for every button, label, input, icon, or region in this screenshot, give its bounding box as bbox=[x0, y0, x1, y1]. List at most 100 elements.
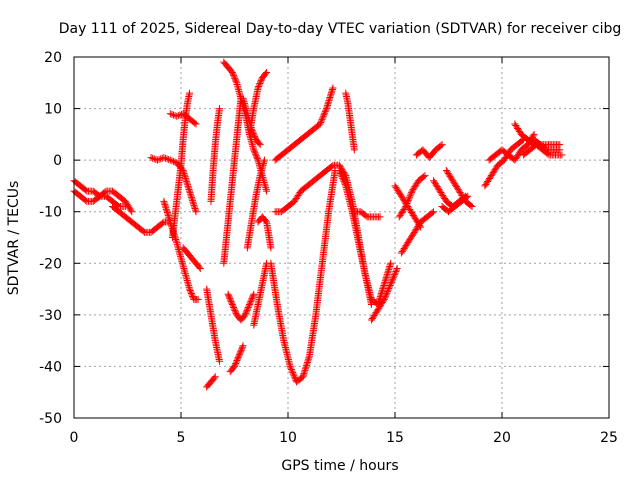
data-point bbox=[336, 168, 344, 176]
data-point bbox=[362, 212, 370, 220]
data-point bbox=[556, 146, 564, 154]
series-arc-am bbox=[530, 136, 564, 154]
data-point bbox=[391, 269, 399, 277]
data-point bbox=[335, 166, 343, 174]
data-point bbox=[319, 114, 327, 122]
data-point bbox=[163, 155, 171, 163]
data-point bbox=[337, 170, 345, 178]
data-point bbox=[420, 173, 428, 181]
data-point bbox=[191, 119, 199, 127]
data-point bbox=[234, 354, 242, 362]
data-point bbox=[234, 355, 242, 363]
series-arc-c bbox=[109, 203, 174, 236]
data-point bbox=[251, 149, 259, 157]
data-point bbox=[127, 206, 135, 214]
data-point bbox=[230, 305, 238, 313]
data-point bbox=[216, 357, 224, 365]
data-point bbox=[289, 370, 297, 378]
y-tick-label: -10 bbox=[39, 205, 62, 221]
data-point bbox=[392, 266, 400, 274]
data-point bbox=[252, 150, 260, 158]
data-point bbox=[238, 345, 246, 353]
series-arc-p bbox=[243, 156, 268, 252]
data-point bbox=[260, 156, 268, 164]
data-point bbox=[186, 287, 194, 295]
data-point bbox=[390, 272, 398, 280]
data-point bbox=[237, 348, 245, 356]
data-point bbox=[382, 291, 390, 299]
data-point bbox=[101, 188, 109, 196]
data-point bbox=[224, 290, 232, 298]
x-tick-label: 15 bbox=[386, 430, 404, 446]
data-point bbox=[249, 293, 257, 301]
data-point bbox=[290, 372, 298, 380]
data-point bbox=[407, 189, 415, 197]
series-arc-l bbox=[220, 94, 245, 267]
data-point bbox=[239, 342, 247, 350]
data-point bbox=[250, 147, 258, 155]
data-point bbox=[232, 77, 240, 85]
data-point bbox=[153, 156, 161, 164]
data-point bbox=[230, 73, 238, 81]
data-point bbox=[157, 155, 165, 163]
series-arc-ai bbox=[481, 136, 527, 190]
data-point bbox=[233, 357, 241, 365]
data-point bbox=[238, 343, 246, 351]
data-point bbox=[288, 367, 296, 375]
data-point bbox=[170, 157, 178, 165]
data-point bbox=[248, 295, 256, 303]
data-point bbox=[340, 177, 348, 185]
data-point bbox=[251, 133, 259, 141]
series-arc-i bbox=[203, 285, 224, 365]
data-point bbox=[228, 299, 236, 307]
data-point bbox=[319, 112, 327, 120]
data-point bbox=[340, 179, 348, 187]
chart-title: Day 111 of 2025, Sidereal Day-to-day VTE… bbox=[59, 21, 622, 37]
data-point bbox=[244, 305, 252, 313]
series-arc-aj bbox=[485, 130, 538, 164]
data-point bbox=[321, 108, 329, 116]
data-layer bbox=[70, 58, 566, 391]
data-point bbox=[187, 288, 195, 296]
series-arc-m bbox=[224, 290, 258, 324]
data-point bbox=[236, 349, 244, 357]
data-point bbox=[159, 219, 167, 227]
data-point bbox=[243, 306, 251, 314]
data-point bbox=[337, 171, 345, 179]
x-tick-label: 20 bbox=[493, 430, 511, 446]
data-point bbox=[242, 308, 250, 316]
data-point bbox=[391, 271, 399, 279]
data-point bbox=[161, 154, 169, 162]
data-point bbox=[188, 291, 196, 299]
data-point bbox=[329, 84, 337, 92]
data-point bbox=[230, 303, 238, 311]
data-point bbox=[255, 82, 263, 90]
data-point bbox=[245, 302, 253, 310]
data-point bbox=[231, 362, 238, 370]
data-point bbox=[318, 115, 326, 123]
data-point bbox=[322, 106, 330, 114]
data-point bbox=[225, 292, 233, 300]
data-point bbox=[226, 295, 234, 303]
data-point bbox=[168, 157, 176, 165]
data-point bbox=[155, 155, 163, 163]
data-point bbox=[289, 369, 297, 377]
data-point bbox=[468, 203, 476, 211]
x-axis-title: GPS time / hours bbox=[281, 458, 398, 474]
data-point bbox=[558, 151, 566, 159]
data-point bbox=[232, 358, 240, 366]
data-point bbox=[173, 112, 181, 120]
data-point bbox=[228, 68, 236, 76]
data-point bbox=[231, 306, 239, 314]
data-point bbox=[437, 142, 445, 150]
data-point bbox=[430, 208, 438, 216]
data-point bbox=[383, 289, 391, 297]
data-point bbox=[462, 193, 470, 201]
data-point bbox=[230, 71, 238, 79]
data-point bbox=[405, 195, 413, 203]
data-point bbox=[379, 297, 387, 305]
data-point bbox=[384, 286, 392, 294]
series-arc-u bbox=[267, 166, 339, 386]
data-point bbox=[387, 259, 395, 267]
series-arc-j bbox=[207, 105, 224, 205]
